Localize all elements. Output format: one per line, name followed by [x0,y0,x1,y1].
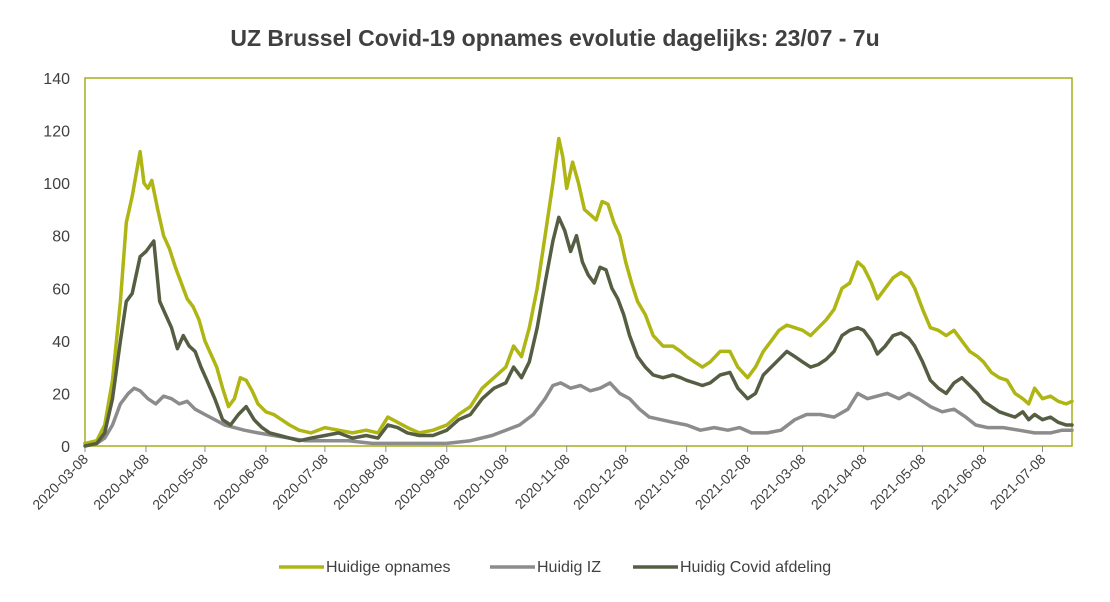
x-tick-label: 2021-06-08 [928,451,990,513]
y-tick-label: 60 [52,281,70,298]
series-lines [83,136,1074,448]
y-tick-label: 80 [52,229,70,246]
y-tick-label: 40 [52,334,70,351]
x-tick-label: 2021-03-08 [747,451,809,513]
y-axis: 0 20 40 60 80 100 120 140 [43,71,70,456]
y-tick-label: 0 [61,439,70,456]
x-tick-label: 2020-05-08 [149,451,211,513]
x-tick-label: 2020-03-08 [29,451,91,513]
x-tick-label: 2020-09-08 [391,451,453,513]
x-tick-label: 2020-10-08 [450,451,512,513]
chart-title: UZ Brussel Covid-19 opnames evolutie dag… [230,25,879,51]
x-tick-label: 2021-04-08 [808,451,870,513]
x-tick-label: 2021-07-08 [987,451,1049,513]
x-tick-label: 2020-06-08 [210,451,272,513]
y-tick-label: 100 [43,176,70,193]
x-tick-label: 2021-05-08 [867,451,929,513]
x-tick-label: 2020-07-08 [269,451,331,513]
y-tick-label: 120 [43,124,70,141]
series-line-1 [83,381,1074,446]
y-tick-label: 20 [52,386,70,403]
legend-label: Huidig IZ [537,559,601,576]
x-tick-label: 2021-01-08 [631,451,693,513]
x-axis: 2020-03-082020-04-082020-05-082020-06-08… [29,446,1049,513]
series-line-2 [83,215,1074,448]
legend-label: Huidig Covid afdeling [680,559,831,576]
x-tick-label: 2021-02-08 [692,451,754,513]
x-tick-label: 2020-08-08 [330,451,392,513]
plot-area-border [84,77,1073,447]
x-tick-label: 2020-04-08 [90,451,152,513]
legend: Huidige opnames Huidig IZ Huidig Covid afd… [279,559,831,576]
legend-label: Huidige opnames [326,559,451,576]
series-line-0 [83,136,1074,446]
y-tick-label: 140 [43,71,70,88]
x-tick-label: 2020-11-08 [512,451,573,512]
x-tick-label: 2020-12-08 [570,451,632,513]
